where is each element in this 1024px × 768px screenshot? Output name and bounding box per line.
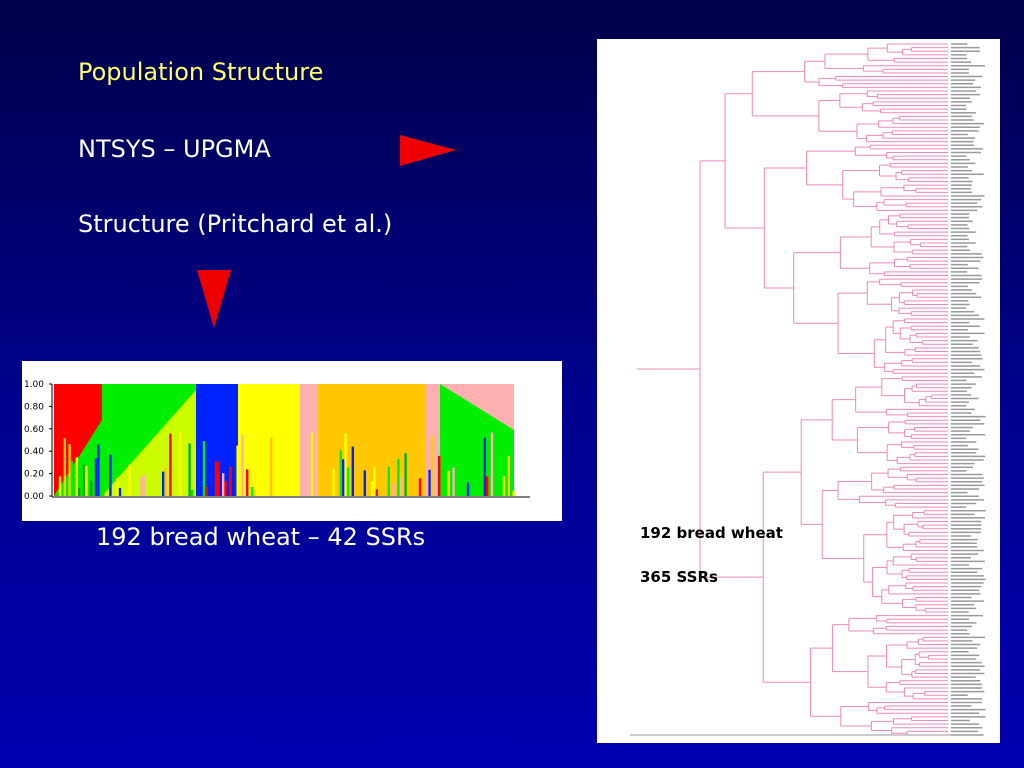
admixture-bar <box>75 457 78 496</box>
admixture-bar <box>430 435 434 496</box>
admixture-bar <box>97 444 100 496</box>
y-tick-label: 0.00 <box>24 492 44 502</box>
cluster-block <box>300 384 318 496</box>
admixture-bar <box>447 470 450 496</box>
bullet: NTSYS – UPGMA <box>78 135 271 163</box>
admixture-bar <box>58 476 62 496</box>
y-tick-label: 0.60 <box>24 425 44 435</box>
admixture-bar <box>94 458 98 496</box>
admixture-bar <box>399 477 402 496</box>
admixture-bar <box>490 432 494 496</box>
admixture-bar <box>418 478 422 496</box>
admixture-bar <box>373 466 376 496</box>
right-arrow <box>400 135 456 166</box>
dendrogram-label: 365 SSRs <box>640 568 718 586</box>
admixture-bar <box>452 467 455 496</box>
admixture-bar <box>270 437 273 496</box>
admixture <box>102 390 196 496</box>
admixture-bar <box>498 463 501 496</box>
admixture-bar <box>224 481 227 496</box>
cluster-block <box>318 384 426 496</box>
admixture-bar <box>397 458 400 496</box>
admixture-bar <box>241 435 244 496</box>
admixture-bar <box>217 461 220 496</box>
down-arrow <box>197 270 231 328</box>
admixture-bar <box>512 490 515 496</box>
admixture-bar <box>128 464 131 496</box>
admixture-bar <box>142 474 146 496</box>
admixture-bar <box>164 467 167 496</box>
y-tick-label: 0.40 <box>24 447 44 457</box>
admixture-bar <box>70 461 74 496</box>
admixture-bar <box>428 469 431 496</box>
admixture-bar <box>190 489 194 496</box>
admixture-bar <box>188 443 191 496</box>
admixture-bar <box>310 432 314 496</box>
admixture-bar <box>502 476 506 496</box>
admixture-bar <box>140 476 143 496</box>
admixture-bar <box>387 466 390 496</box>
admixture-bar <box>363 470 366 496</box>
admixture-bar <box>109 454 112 496</box>
plot-caption: 192 bread wheat – 42 SSRs <box>96 523 426 551</box>
admixture-bar <box>169 433 172 496</box>
admixture-bar <box>214 461 218 496</box>
admixture-bar <box>486 476 489 496</box>
y-tick-label: 1.00 <box>24 380 44 390</box>
admixture-bar <box>250 486 254 496</box>
admixture-bar <box>202 441 206 496</box>
admixture-bar <box>375 489 378 496</box>
admixture-bar <box>342 459 345 496</box>
admixture-bar <box>116 477 119 496</box>
dendrogram-label: 192 bread wheat <box>640 524 783 542</box>
admixture-bar <box>344 433 347 496</box>
admixture-bar <box>205 486 208 496</box>
admixture-bar <box>118 488 122 496</box>
admixture-bar <box>507 455 510 496</box>
admixture-bar <box>466 482 470 496</box>
structure-bars <box>54 384 515 496</box>
admixture <box>440 384 514 430</box>
bullet: Structure (Pritchard et al.) <box>78 210 393 238</box>
slide-title: Population Structure <box>78 58 324 86</box>
admixture-bar <box>346 467 350 496</box>
admixture-bar <box>404 453 407 496</box>
admixture-bar <box>351 446 354 496</box>
admixture-bar <box>483 437 486 496</box>
admixture-bar <box>229 466 232 496</box>
admixture-bar <box>370 481 374 496</box>
admixture-bar <box>339 450 342 496</box>
admixture-bar <box>90 480 93 496</box>
dendrogram-tree <box>630 43 986 736</box>
admixture-bar <box>102 435 105 496</box>
admixture-bar <box>438 455 441 496</box>
y-tick-label: 0.20 <box>24 470 44 480</box>
admixture-bar <box>222 473 225 496</box>
admixture-bar <box>68 444 71 496</box>
admixture-bar <box>253 489 256 496</box>
admixture-bar <box>178 431 182 496</box>
admixture-bar <box>162 471 165 496</box>
admixture-bar <box>78 487 81 496</box>
admixture-bar <box>236 445 239 496</box>
y-tick-label: 0.80 <box>24 402 44 412</box>
admixture-bar <box>82 464 86 496</box>
admixture-bar <box>63 438 66 496</box>
admixture-bar <box>85 465 88 496</box>
admixture-bar <box>246 469 249 496</box>
admixture-bar <box>332 468 335 496</box>
admixture-bar <box>392 483 395 496</box>
